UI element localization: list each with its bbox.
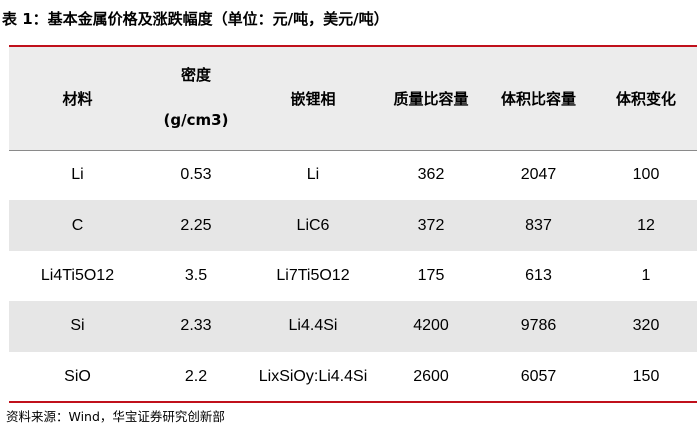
cell-volume-capacity: 2047 [520, 166, 557, 184]
cell-volume-change: 100 [632, 166, 660, 184]
table-row: SiO 2.2 LixSiOy:Li4.4Si 2600 6057 150 [9, 352, 697, 402]
cell-volume-change: 12 [637, 216, 655, 234]
cell-density: 3.5 [184, 266, 208, 284]
header-volume-change: 体积变化 [595, 47, 697, 151]
cell-volume-capacity: 613 [525, 266, 552, 284]
header-lithiated-phase: 嵌锂相 [246, 47, 380, 151]
cell-volume-capacity: 837 [525, 216, 552, 234]
header-density-unit: (g/cm3) [163, 111, 229, 130]
table-title: 表 1：基本金属价格及涨跌幅度（单位：元/吨，美元/吨） [2, 10, 389, 28]
cell-material: SiO [64, 367, 91, 385]
cell-material: Si [70, 317, 85, 335]
cell-phase: Li4.4Si [288, 317, 338, 335]
cell-density: 2.25 [180, 216, 212, 234]
top-divider [9, 45, 697, 47]
cell-volume-capacity: 6057 [520, 367, 557, 385]
table-header-row: 材料 密度 (g/cm3) 嵌锂相 质量比容量 体积比容量 体积变化 [9, 47, 697, 151]
cell-phase: LixSiOy:Li4.4Si [258, 367, 368, 385]
cell-volume-change: 1 [641, 266, 651, 284]
cell-material: C [71, 216, 84, 234]
cell-mass-capacity: 372 [417, 216, 445, 234]
table-row: Li4Ti5O12 3.5 Li7Ti5O12 175 613 1 [9, 251, 697, 301]
header-mass-capacity: 质量比容量 [380, 47, 482, 151]
cell-mass-capacity: 362 [417, 166, 445, 184]
table-row: Si 2.33 Li4.4Si 4200 9786 320 [9, 301, 697, 352]
data-table: 材料 密度 (g/cm3) 嵌锂相 质量比容量 体积比容量 体积变化 Li 0.… [9, 47, 697, 402]
cell-volume-change: 150 [632, 367, 660, 385]
header-material: 材料 [9, 47, 146, 151]
cell-density: 2.2 [184, 367, 208, 385]
table-row: C 2.25 LiC6 372 837 12 [9, 200, 697, 251]
cell-density: 2.33 [180, 317, 212, 335]
header-density-label: 密度 [180, 66, 211, 85]
source-note: 资料来源：Wind，华宝证券研究创新部 [6, 409, 225, 424]
cell-mass-capacity: 4200 [413, 317, 449, 335]
cell-volume-capacity: 9786 [520, 317, 557, 335]
table-row: Li 0.53 Li 362 2047 100 [9, 150, 697, 200]
cell-mass-capacity: 175 [417, 266, 445, 284]
cell-phase: Li [306, 166, 320, 184]
cell-density: 0.53 [180, 166, 212, 184]
cell-material: Li [71, 166, 84, 184]
cell-volume-change: 320 [632, 317, 660, 335]
header-volume-capacity: 体积比容量 [482, 47, 595, 151]
cell-mass-capacity: 2600 [413, 367, 449, 385]
cell-phase: LiC6 [296, 216, 330, 234]
cell-material: Li4Ti5O12 [40, 266, 115, 284]
bottom-divider [9, 401, 697, 403]
cell-phase: Li7Ti5O12 [276, 266, 350, 284]
header-density: 密度 (g/cm3) [146, 47, 246, 151]
